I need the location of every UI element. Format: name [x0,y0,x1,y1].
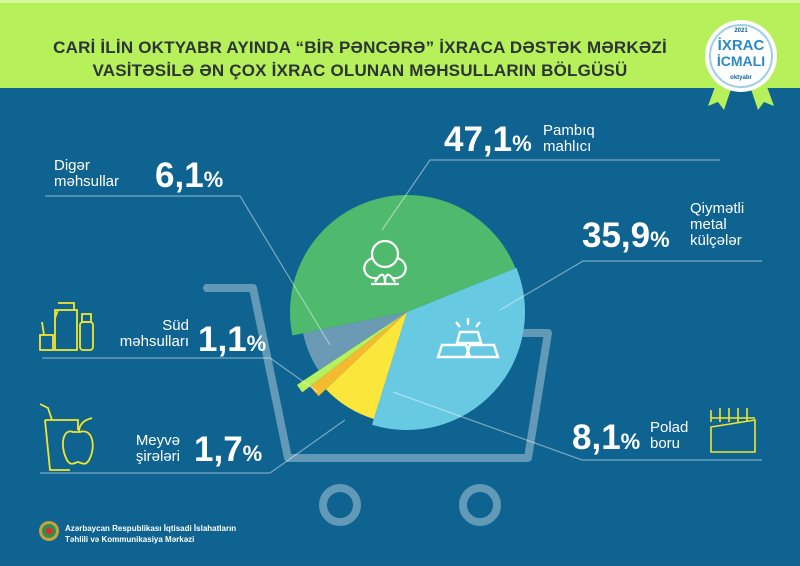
state-emblem-icon [39,521,59,541]
pie-chart [290,194,525,431]
leader-line-meyve [40,419,346,474]
leader-line-polad [392,391,762,461]
juice-apple-icon [39,403,94,471]
leader-line-metal [499,260,762,311]
value-metal: 35,9% [582,216,670,255]
label-pambiq: Pambıq mahlıcı [543,122,595,155]
pie-slice-süd-məhsulları [296,312,407,393]
steel-pipe-icon [710,408,756,453]
shopping-cart-icon [203,284,552,526]
label-meyve: Meyvə şirələri [135,432,180,465]
label-polad: Polad boru [650,419,689,452]
leader-line-sud [42,357,319,393]
pie-slice-polad-boru [325,312,407,419]
title-line-2: VASİTƏSİLƏ ƏN ÇOX İXRAC OLUNAN MƏHSULLAR… [92,61,628,80]
label-diger: Digər məhsullar [54,157,120,190]
pie-slice-pambıq-mahlıcı [290,194,516,336]
pie-slice-qiymətli-metal-külçələr [372,267,525,431]
dairy-icon [39,302,94,351]
badge-line1: İXRAC [718,37,765,54]
pie-slice-digər-məhsullar [303,312,407,371]
ixrac-icmali-badge: 2021 İXRAC İCMALI oktyabr [705,20,777,110]
label-sud: Süd məhsulları [119,317,189,350]
leader-lines [40,159,762,474]
title-line-1: CARİ İLİN OKTYABR AYINDA “BİR PƏNCƏRƏ” İ… [53,38,667,57]
label-metal: Qiymətli metal külçələr [690,200,745,249]
value-diger: 6,1% [155,156,224,195]
badge-line2: İCMALI [717,53,765,69]
value-pambiq: 47,1% [444,120,532,159]
footer-organization: Azərbaycan Respublikası İqtisadi İslahat… [65,524,237,544]
badge-month: oktyabr [730,75,752,81]
leader-line-pambiq [381,159,720,231]
pie-slice-meyvə-şirələri [310,312,407,397]
value-polad: 8,1% [572,418,641,457]
value-sud: 1,1% [198,320,267,359]
gold-bars-icon [436,318,500,359]
leader-line-diger [45,195,331,346]
badge-year: 2021 [734,28,748,34]
value-meyve: 1,7% [194,430,263,469]
cotton-icon [363,239,407,286]
header-band [0,0,800,88]
